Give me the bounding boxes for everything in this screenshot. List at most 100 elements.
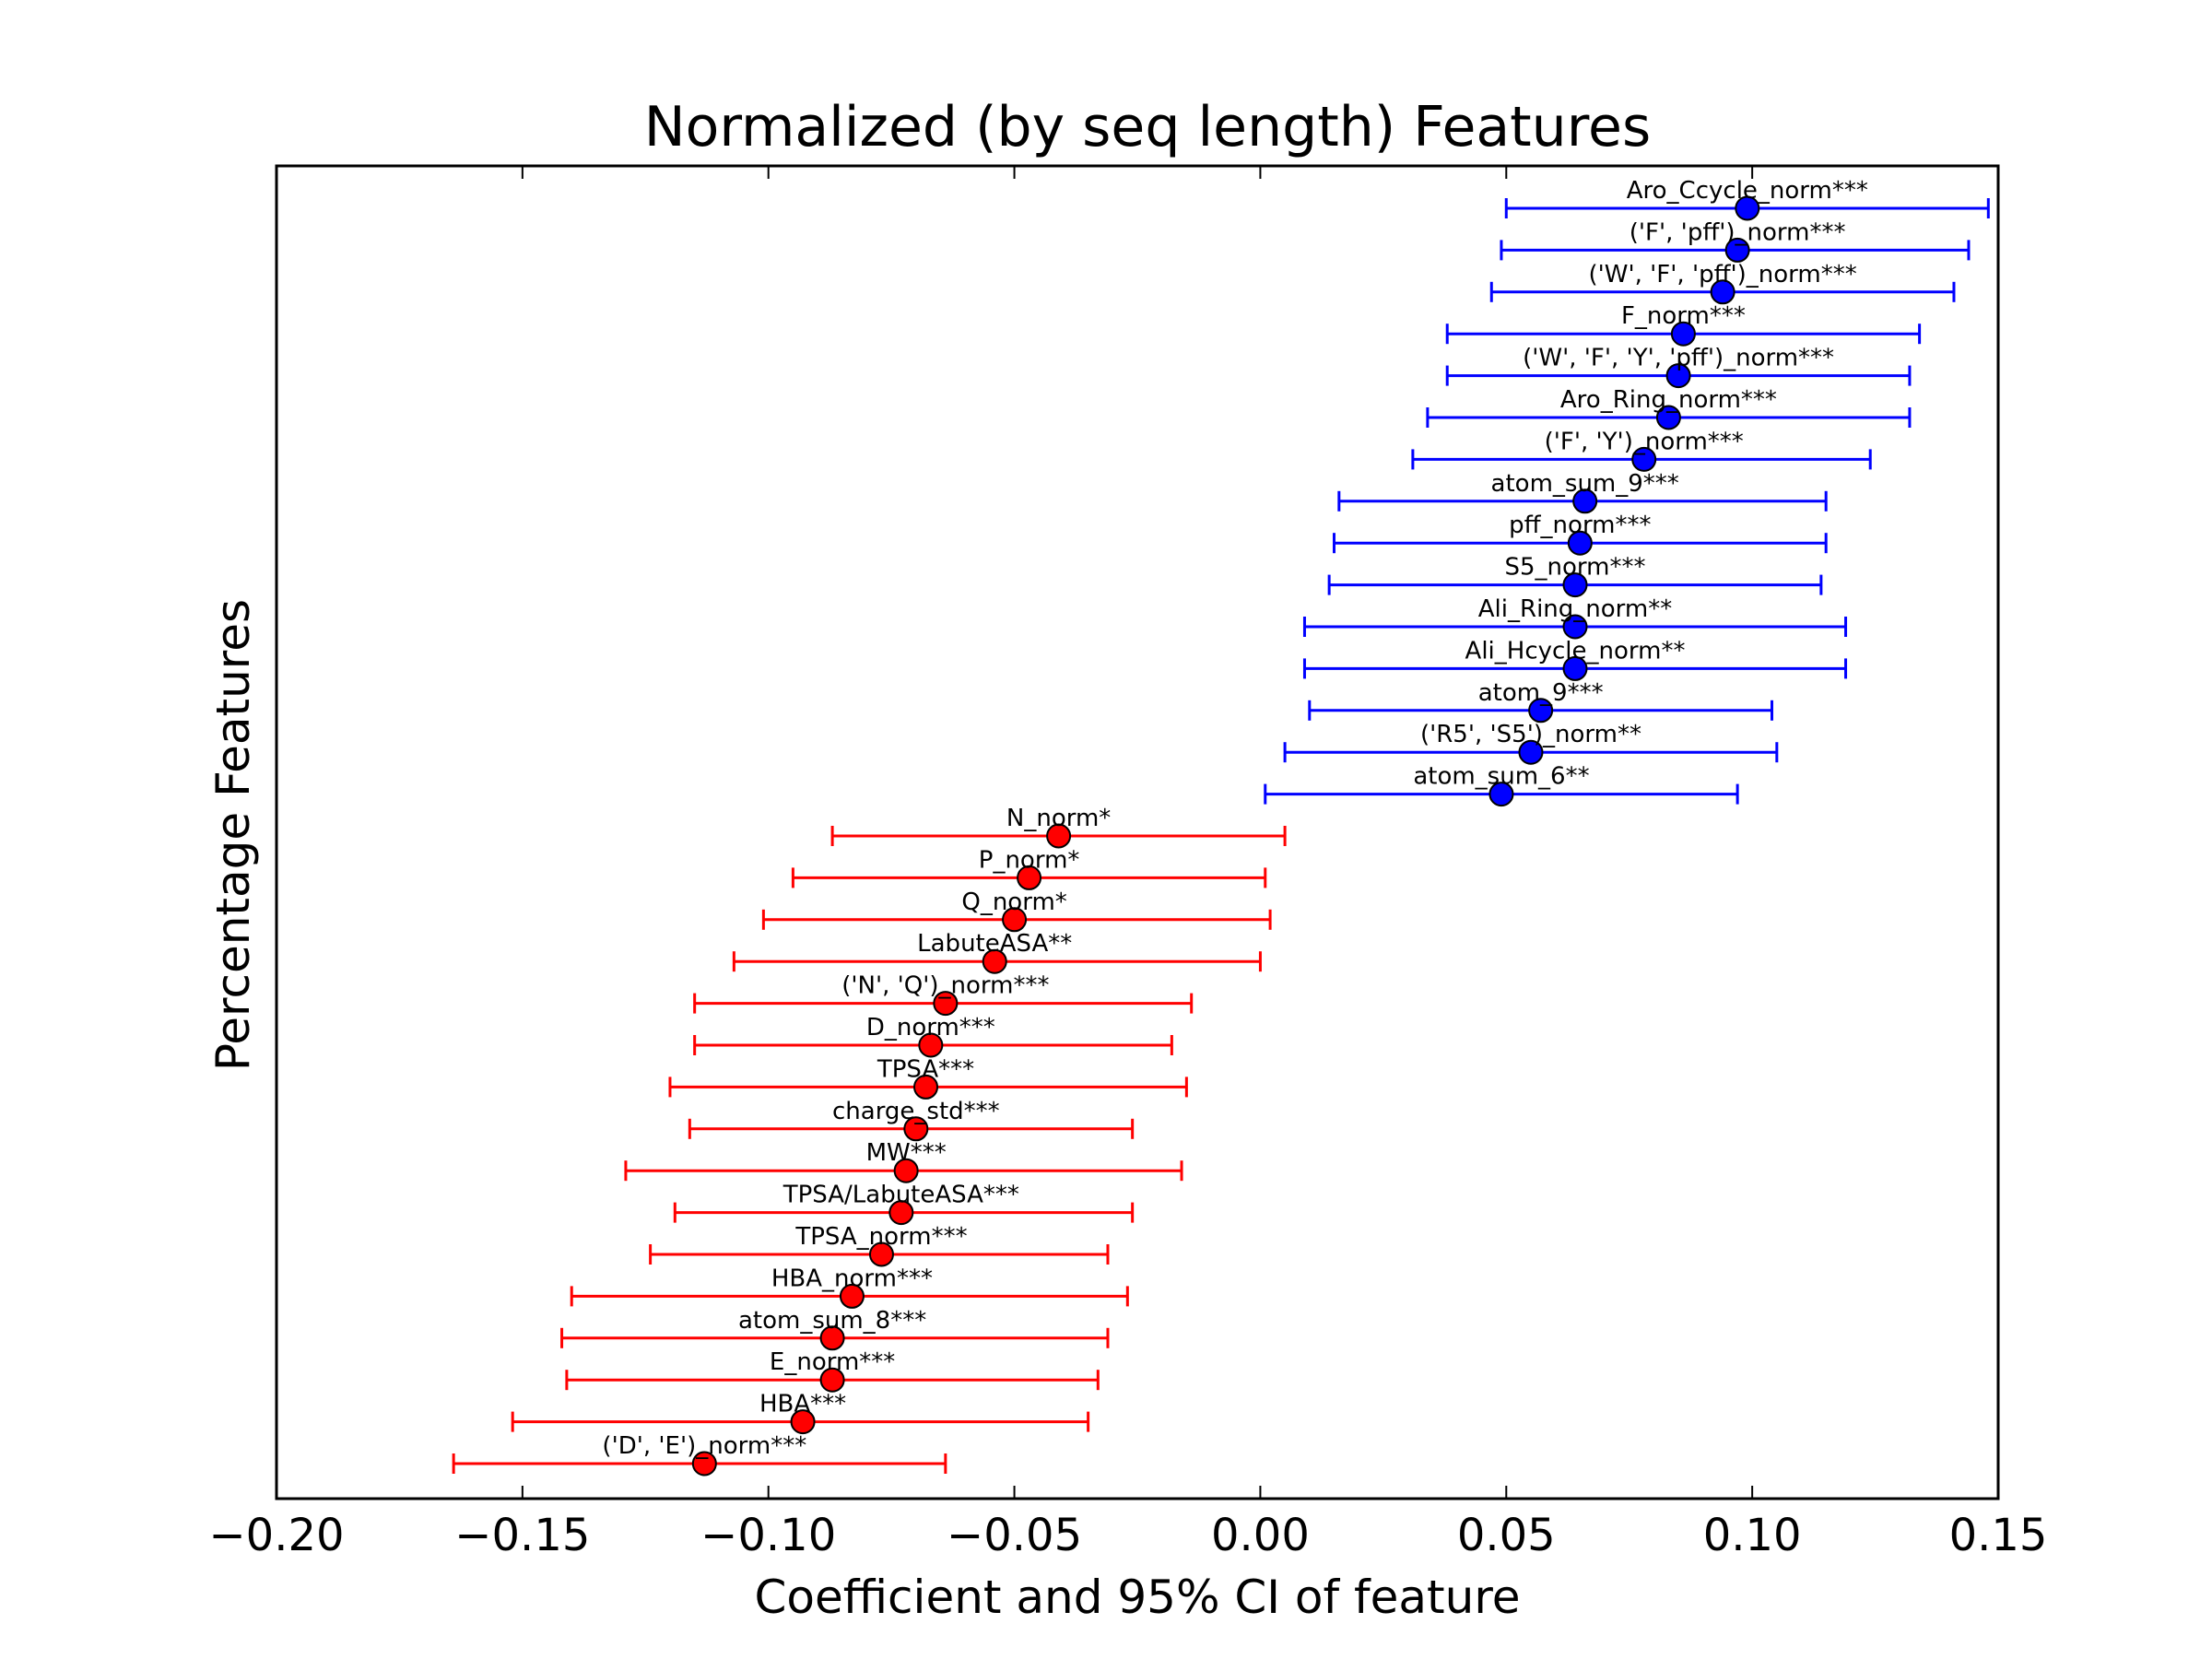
x-tick-label: 0.05 [1457, 1510, 1556, 1561]
point-label: S5_norm*** [1505, 554, 1646, 582]
feature-0: Aro_Ccycle_norm*** [1504, 177, 1990, 221]
feature-28: E_norm*** [565, 1348, 1100, 1393]
coef-point [1562, 655, 1588, 681]
feature-18: LabuteASA** [732, 930, 1262, 974]
coef-point [1567, 530, 1593, 556]
feature-20: D_norm*** [693, 1014, 1173, 1058]
coef-point [1528, 698, 1554, 724]
point-label: F_norm*** [1621, 302, 1746, 330]
feature-16: P_norm* [791, 846, 1267, 890]
x-tick-label: 0.15 [1949, 1510, 2048, 1561]
coef-point [868, 1241, 894, 1267]
feature-27: atom_sum_8*** [560, 1307, 1110, 1351]
coef-point [1046, 823, 1072, 849]
coef-point [790, 1409, 816, 1435]
feature-19: ('N', 'Q')_norm*** [693, 972, 1194, 1017]
feature-12: atom_9*** [1308, 679, 1773, 724]
point-label: atom_sum_9*** [1491, 470, 1679, 498]
x-axis-label: Coefficient and 95% CI of feature [754, 1571, 1520, 1624]
point-label: charge_std*** [832, 1098, 1000, 1125]
feature-5: Aro_Ring_norm*** [1426, 386, 1912, 430]
point-label: ('R5', 'S5')_norm** [1420, 721, 1641, 748]
point-label: ('D', 'E')_norm*** [602, 1432, 806, 1460]
coef-point [1655, 405, 1681, 430]
x-tick-label: 0.00 [1211, 1510, 1310, 1561]
feature-24: TPSA/LabuteASA*** [673, 1182, 1135, 1226]
coef-point [1562, 614, 1588, 640]
point-label: Aro_Ccycle_norm*** [1627, 177, 1868, 205]
point-label: HBA_norm*** [771, 1265, 933, 1292]
point-label: LabuteASA** [917, 930, 1072, 958]
coef-point [819, 1367, 845, 1393]
coef-point [1562, 572, 1588, 598]
feature-30: ('D', 'E')_norm*** [452, 1432, 947, 1477]
feature-23: MW*** [624, 1139, 1183, 1183]
coef-point [1572, 488, 1598, 514]
point-label: Ali_Ring_norm** [1478, 595, 1672, 623]
feature-13: ('R5', 'S5')_norm** [1283, 721, 1779, 765]
coef-point [1002, 907, 1028, 933]
point-label: TPSA_norm*** [794, 1223, 967, 1251]
feature-2: ('W', 'F', 'pff')_norm*** [1489, 261, 1956, 305]
coef-point [819, 1325, 845, 1351]
coef-point [903, 1116, 929, 1142]
x-axis: −0.20 −0.15 −0.10 −0.05 0.00 0.05 0.10 0.15 [208, 166, 2047, 1561]
feature-22: charge_std*** [688, 1098, 1135, 1142]
feature-7: atom_sum_9*** [1337, 470, 1828, 514]
point-label: P_norm* [979, 846, 1080, 874]
coef-point [913, 1074, 939, 1100]
feature-3: F_norm*** [1445, 302, 1922, 347]
point-label: E_norm*** [770, 1348, 895, 1376]
feature-9: S5_norm*** [1327, 554, 1823, 598]
point-label: D_norm*** [866, 1014, 995, 1041]
coef-point [1518, 739, 1544, 765]
point-label: pff_norm*** [1509, 512, 1651, 539]
point-label: Ali_Hcycle_norm** [1465, 637, 1686, 665]
feature-8: pff_norm*** [1332, 512, 1828, 556]
y-axis-label: Percentage Features [206, 599, 260, 1071]
coef-point [918, 1032, 944, 1058]
feature-15: N_norm* [830, 805, 1287, 849]
feature-11: Ali_Hcycle_norm** [1302, 637, 1848, 681]
point-label: atom_sum_8*** [738, 1307, 926, 1335]
feature-1: ('F', 'pff')_norm*** [1500, 218, 1971, 263]
coef-point [839, 1283, 865, 1309]
point-label: atom_9*** [1478, 679, 1604, 707]
x-tick-label: −0.05 [947, 1510, 1082, 1561]
coef-point [1735, 195, 1760, 221]
x-tick-label: −0.10 [700, 1510, 836, 1561]
feature-17: Q_norm* [761, 888, 1272, 933]
x-tick-label: −0.20 [208, 1510, 344, 1561]
coef-point [888, 1200, 914, 1226]
coef-point [1670, 321, 1696, 347]
coef-point [1710, 279, 1735, 305]
feature-14: atom_sum_6** [1264, 763, 1739, 807]
point-label: TPSA/LabuteASA*** [782, 1182, 1019, 1209]
feature-6: ('F', 'Y')_norm*** [1411, 428, 1872, 472]
feature-29: HBA*** [511, 1391, 1090, 1435]
coef-point [982, 948, 1007, 974]
coef-point [1488, 782, 1514, 807]
feature-25: TPSA_norm*** [649, 1223, 1110, 1267]
chart-title: Normalized (by seq length) Features [644, 95, 1651, 159]
point-label: HBA*** [759, 1391, 846, 1418]
x-tick-label: 0.10 [1703, 1510, 1802, 1561]
coef-point [1724, 237, 1750, 263]
point-label: MW*** [866, 1139, 947, 1167]
coef-point [1017, 865, 1042, 890]
coef-point [1631, 446, 1657, 472]
feature-21: TPSA*** [668, 1055, 1188, 1100]
coef-point [893, 1158, 919, 1183]
x-tick-label: −0.15 [454, 1510, 590, 1561]
point-label: ('F', 'pff')_norm*** [1630, 218, 1846, 246]
coef-point [933, 991, 959, 1017]
coef-point [691, 1451, 717, 1477]
point-label: TPSA*** [877, 1055, 974, 1083]
point-label: ('F', 'Y')_norm*** [1545, 428, 1744, 455]
point-label: Aro_Ring_norm*** [1560, 386, 1777, 414]
feature-10: Ali_Ring_norm** [1302, 595, 1848, 640]
point-label: Q_norm* [961, 888, 1066, 916]
feature-26: HBA_norm*** [570, 1265, 1129, 1309]
axes-frame [275, 164, 2000, 1500]
